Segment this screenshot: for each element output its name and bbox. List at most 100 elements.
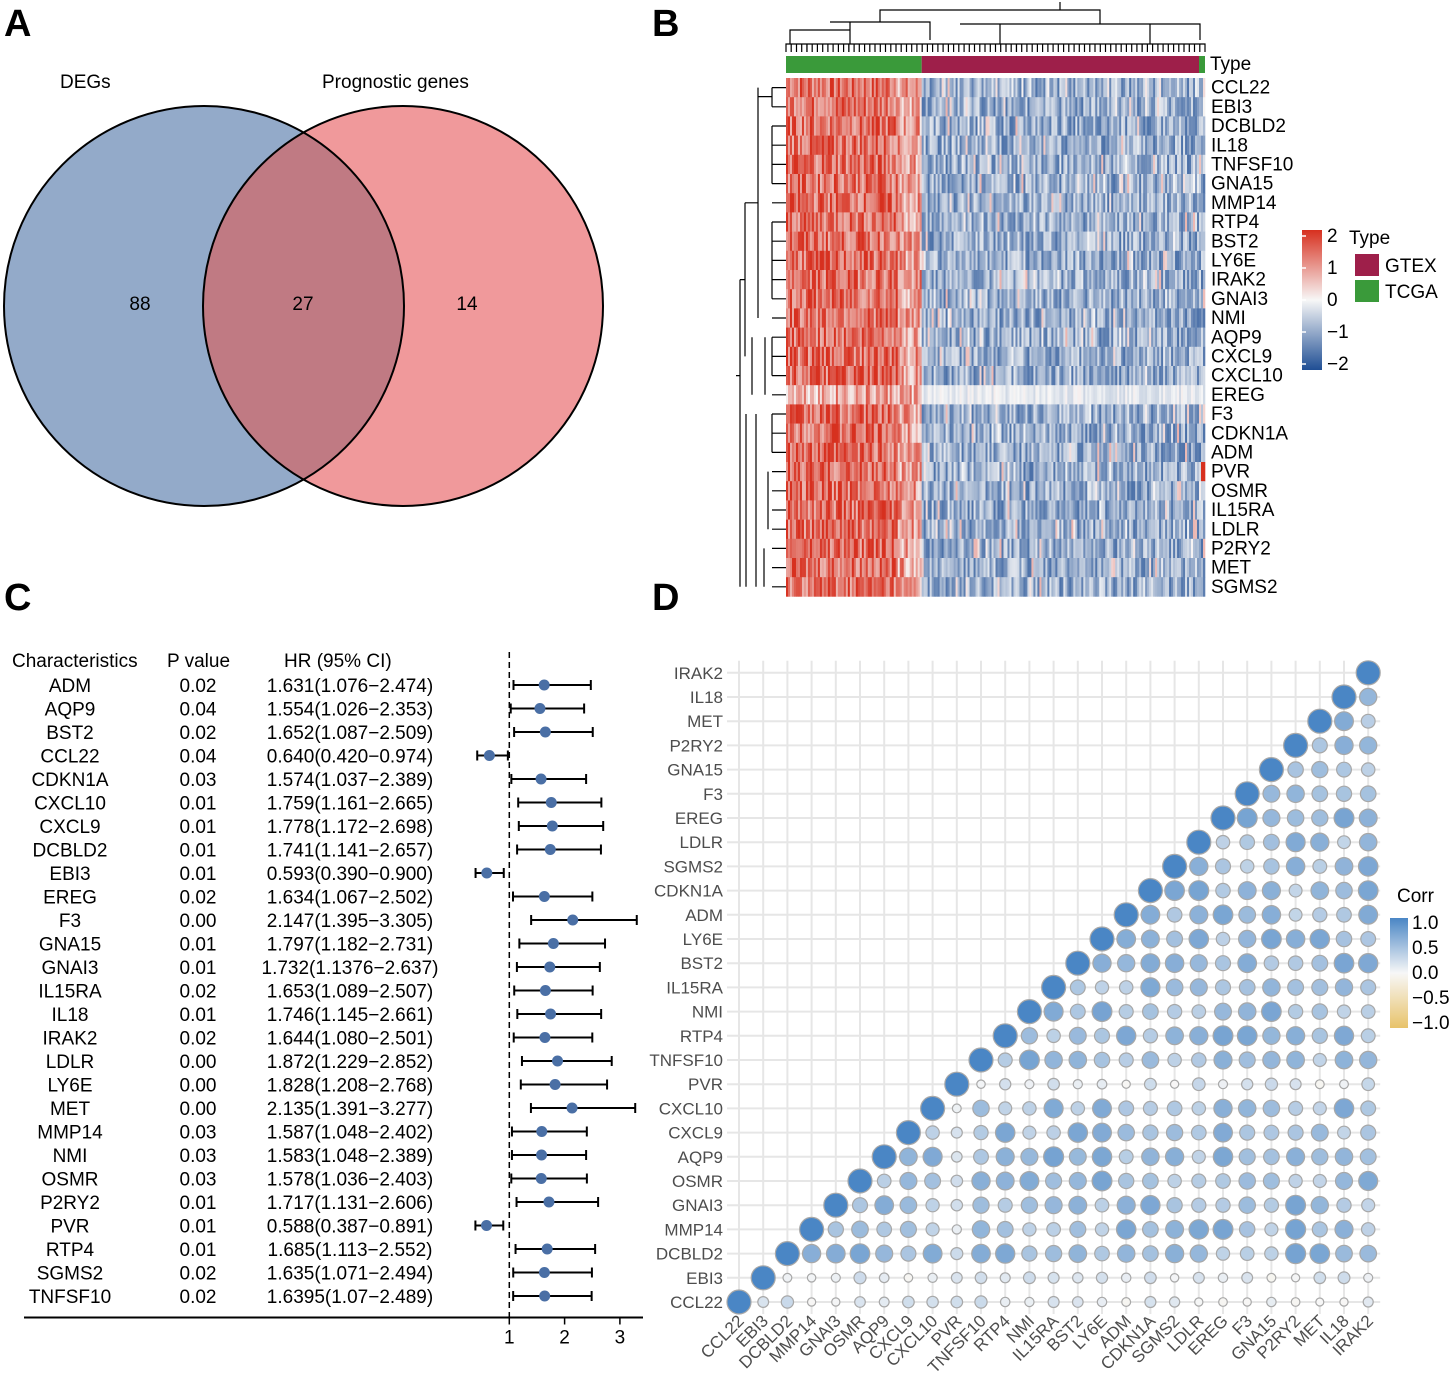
heatmap-cell (837, 366, 841, 386)
heatmap-cell (1129, 97, 1132, 117)
heatmap-cell (947, 231, 950, 252)
heatmap-cell (883, 78, 887, 98)
heatmap-cell (1075, 442, 1078, 463)
heatmap-cell (1139, 423, 1142, 444)
heatmap-cell (977, 250, 980, 271)
heatmap-cell (797, 135, 801, 156)
heatmap-cell (1067, 462, 1070, 482)
heatmap-cell (1051, 78, 1054, 98)
heatmap-cell (1139, 154, 1142, 175)
heatmap-cell (813, 212, 817, 232)
heatmap-cell (859, 174, 863, 194)
heatmap-cell (807, 97, 811, 117)
heatmap-cell (879, 385, 883, 405)
heatmap-cell (1121, 250, 1124, 271)
heatmap-cell (1057, 462, 1060, 482)
heatmap-cell (895, 481, 899, 501)
heatmap-cell (1089, 481, 1092, 501)
heatmap-cell (1105, 346, 1108, 367)
heatmap-cell (959, 135, 962, 156)
heatmap-cell (969, 385, 972, 405)
heatmap-cell (1119, 135, 1122, 156)
heatmap-cell (1049, 308, 1052, 328)
heatmap-cell (993, 500, 996, 520)
heatmap-cell (1197, 327, 1200, 348)
heatmap-cell (1187, 116, 1190, 136)
heatmap-cell (1015, 174, 1018, 194)
heatmap-cell (951, 423, 954, 444)
heatmap-cell (811, 289, 815, 309)
heatmap-cell (841, 481, 845, 501)
heatmap-cell (969, 78, 972, 98)
heatmap-cell (1137, 250, 1140, 271)
heatmap-cell (879, 231, 883, 252)
heatmap-cell (977, 500, 980, 520)
heatmap-cell (819, 308, 823, 328)
heatmap-cell (929, 346, 932, 367)
heatmap-cell (851, 250, 855, 271)
heatmap-cell (933, 212, 936, 232)
heatmap-cell (857, 481, 861, 501)
heatmap-cell (961, 519, 964, 540)
heatmap-cell (1161, 385, 1164, 405)
heatmap-cell (1123, 135, 1126, 156)
heatmap-cell (843, 289, 847, 309)
heatmap-cell (1135, 174, 1138, 194)
heatmap-cell (1095, 193, 1098, 213)
heatmap-cell (1095, 500, 1098, 520)
heatmap-cell (793, 500, 797, 520)
heatmap-cell (811, 404, 815, 424)
heatmap-cell (1141, 423, 1144, 444)
heatmap-cell (1109, 193, 1112, 213)
heatmap-cell (835, 250, 839, 271)
heatmap-cell (931, 97, 934, 117)
heatmap-cell (1063, 327, 1066, 348)
heatmap-cell (1069, 423, 1072, 444)
heatmap-cell (1147, 442, 1150, 463)
heatmap-cell (971, 250, 974, 271)
heatmap-cell (915, 327, 918, 348)
heatmap-cell (917, 135, 920, 156)
heatmap-cell (911, 519, 914, 540)
heatmap-cell (1109, 289, 1112, 309)
heatmap-cell (1143, 270, 1146, 290)
heatmap-cell (1051, 289, 1054, 309)
heatmap-cell (1143, 404, 1146, 424)
heatmap-cell (1173, 423, 1176, 444)
heatmap-cell (961, 116, 964, 136)
heatmap-cell (1195, 481, 1198, 501)
heatmap-cell (1159, 289, 1162, 309)
heatmap-cell (1111, 193, 1114, 213)
heatmap-cell (809, 442, 813, 463)
heatmap-cell (1177, 97, 1180, 117)
heatmap-cell (819, 97, 823, 117)
heatmap-cell (1003, 212, 1006, 232)
heatmap-cell (877, 174, 881, 194)
heatmap-cell (1113, 154, 1116, 175)
heatmap-cell (1139, 289, 1142, 309)
heatmap-cell (827, 289, 831, 309)
heatmap-cell (1069, 308, 1072, 328)
heatmap-cell (969, 231, 972, 252)
heatmap-cell (1027, 212, 1030, 232)
heatmap-cell (1159, 97, 1162, 117)
heatmap-cell (1155, 231, 1158, 252)
heatmap-cell (957, 327, 960, 348)
heatmap-cell (1201, 346, 1204, 367)
heatmap-cell (1047, 500, 1050, 520)
heatmap-cell (1047, 289, 1050, 309)
heatmap-cell (1117, 250, 1120, 271)
heatmap-cell (879, 442, 883, 463)
heatmap-cell (809, 212, 813, 232)
heatmap-cell (1101, 154, 1104, 175)
heatmap-cell (1093, 116, 1096, 136)
heatmap-cell (1077, 116, 1080, 136)
heatmap-cell (1121, 481, 1124, 501)
heatmap-cell (839, 250, 843, 271)
heatmap-cell (875, 270, 879, 290)
heatmap-cell (813, 231, 817, 252)
heatmap-cell (1085, 231, 1088, 252)
heatmap-cell (863, 366, 867, 386)
heatmap-cell (1159, 78, 1162, 98)
heatmap-cell (1193, 97, 1196, 117)
